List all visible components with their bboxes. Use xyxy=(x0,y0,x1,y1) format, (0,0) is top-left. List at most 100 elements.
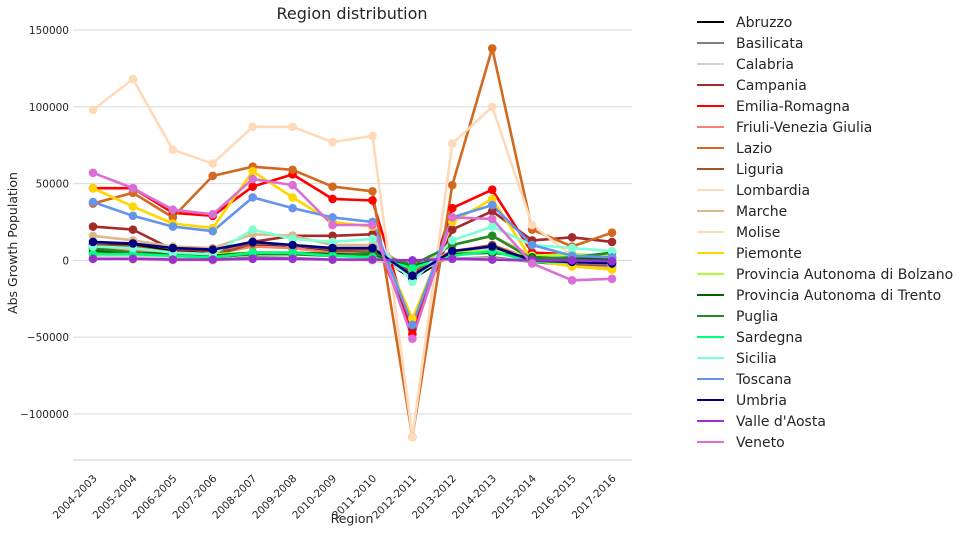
data-point xyxy=(328,243,337,253)
data-point xyxy=(408,432,417,442)
data-point xyxy=(288,240,297,250)
data-point xyxy=(448,180,457,190)
data-point xyxy=(448,213,457,222)
data-point xyxy=(288,203,297,213)
data-point xyxy=(248,237,257,247)
data-point xyxy=(288,234,297,244)
legend-label: Friuli-Venezia Giulia xyxy=(736,120,872,136)
legend-label: Abruzzo xyxy=(736,15,792,31)
data-point xyxy=(248,248,257,257)
data-point xyxy=(368,243,377,253)
data-point xyxy=(567,276,577,285)
data-point xyxy=(88,183,98,193)
data-point xyxy=(408,320,417,330)
legend-label: Molise xyxy=(736,225,780,241)
series-line xyxy=(92,171,613,341)
data-point xyxy=(368,186,377,196)
data-point xyxy=(88,231,98,241)
data-point xyxy=(88,222,98,231)
data-point xyxy=(248,182,257,191)
y-tick-label: −50000 xyxy=(27,332,69,344)
data-point xyxy=(448,203,457,213)
data-point xyxy=(328,182,337,191)
data-point xyxy=(208,245,218,254)
data-point xyxy=(408,314,417,324)
y-tick-label: 50000 xyxy=(36,179,69,191)
legend-label: Provincia Autonoma di Trento xyxy=(736,288,941,304)
data-point xyxy=(248,122,257,132)
data-point xyxy=(128,239,138,248)
legend-label: Lazio xyxy=(736,141,772,157)
legend-label: Basilicata xyxy=(736,36,804,52)
data-point xyxy=(168,243,178,253)
y-tick-label: −100000 xyxy=(20,409,69,421)
series-line xyxy=(92,209,613,331)
data-point xyxy=(487,231,497,241)
y-axis-label: Abs Growth Population xyxy=(5,172,20,314)
data-point xyxy=(607,246,617,256)
data-point xyxy=(527,259,537,268)
data-point xyxy=(487,214,497,224)
legend-label: Provincia Autonoma di Bolzano xyxy=(736,267,953,283)
data-point xyxy=(288,193,297,202)
data-point xyxy=(408,334,417,343)
data-point xyxy=(168,145,178,155)
legend-label: Veneto xyxy=(736,435,785,451)
legend-label: Campania xyxy=(736,78,807,94)
data-point xyxy=(448,236,457,245)
data-point xyxy=(248,166,257,176)
legend-label: Emilia-Romagna xyxy=(736,99,850,115)
data-point xyxy=(288,254,297,264)
data-point xyxy=(88,168,98,178)
data-point xyxy=(607,265,617,274)
data-point xyxy=(288,122,297,132)
legend-label: Umbria xyxy=(736,393,787,409)
data-point xyxy=(527,240,537,250)
data-point xyxy=(487,242,497,251)
data-point xyxy=(567,243,577,253)
data-point xyxy=(607,256,617,266)
data-point xyxy=(128,225,138,234)
legend-label: Valle d'Aosta xyxy=(736,414,826,430)
y-tick-label: 100000 xyxy=(29,102,69,114)
data-point xyxy=(208,255,218,264)
data-point xyxy=(328,213,337,222)
data-point xyxy=(368,131,377,141)
legend: Abruzzo Basilicata Calabria Campania Emilia-… xyxy=(697,15,953,451)
data-point xyxy=(328,220,337,230)
data-point xyxy=(487,194,497,204)
data-point xyxy=(448,225,457,234)
data-point xyxy=(208,209,218,219)
legend-label: Lombardia xyxy=(736,183,810,199)
legend-label: Calabria xyxy=(736,57,794,73)
data-point xyxy=(248,254,257,264)
series-line xyxy=(92,240,613,278)
series-line xyxy=(92,225,613,284)
data-point xyxy=(128,183,138,193)
data-point xyxy=(607,228,617,238)
data-point xyxy=(368,196,377,205)
data-point xyxy=(487,206,497,216)
data-point xyxy=(248,225,257,234)
data-point xyxy=(328,231,337,241)
data-point xyxy=(328,194,337,204)
data-point xyxy=(487,185,497,195)
data-point xyxy=(168,255,178,264)
data-point xyxy=(408,277,417,287)
data-point xyxy=(328,137,337,147)
data-point xyxy=(567,256,577,265)
data-point xyxy=(567,233,577,242)
data-point xyxy=(208,159,218,168)
x-axis-label: Region xyxy=(331,511,374,526)
data-point xyxy=(607,274,617,284)
data-point xyxy=(168,205,178,214)
data-point xyxy=(328,237,337,247)
data-point xyxy=(128,254,138,264)
data-point xyxy=(128,74,138,84)
data-point xyxy=(248,193,257,202)
y-tick-label: 150000 xyxy=(29,25,69,37)
legend-label: Piemonte xyxy=(736,246,802,262)
series-line xyxy=(92,196,613,327)
data-point xyxy=(248,174,257,184)
data-point xyxy=(288,165,297,175)
